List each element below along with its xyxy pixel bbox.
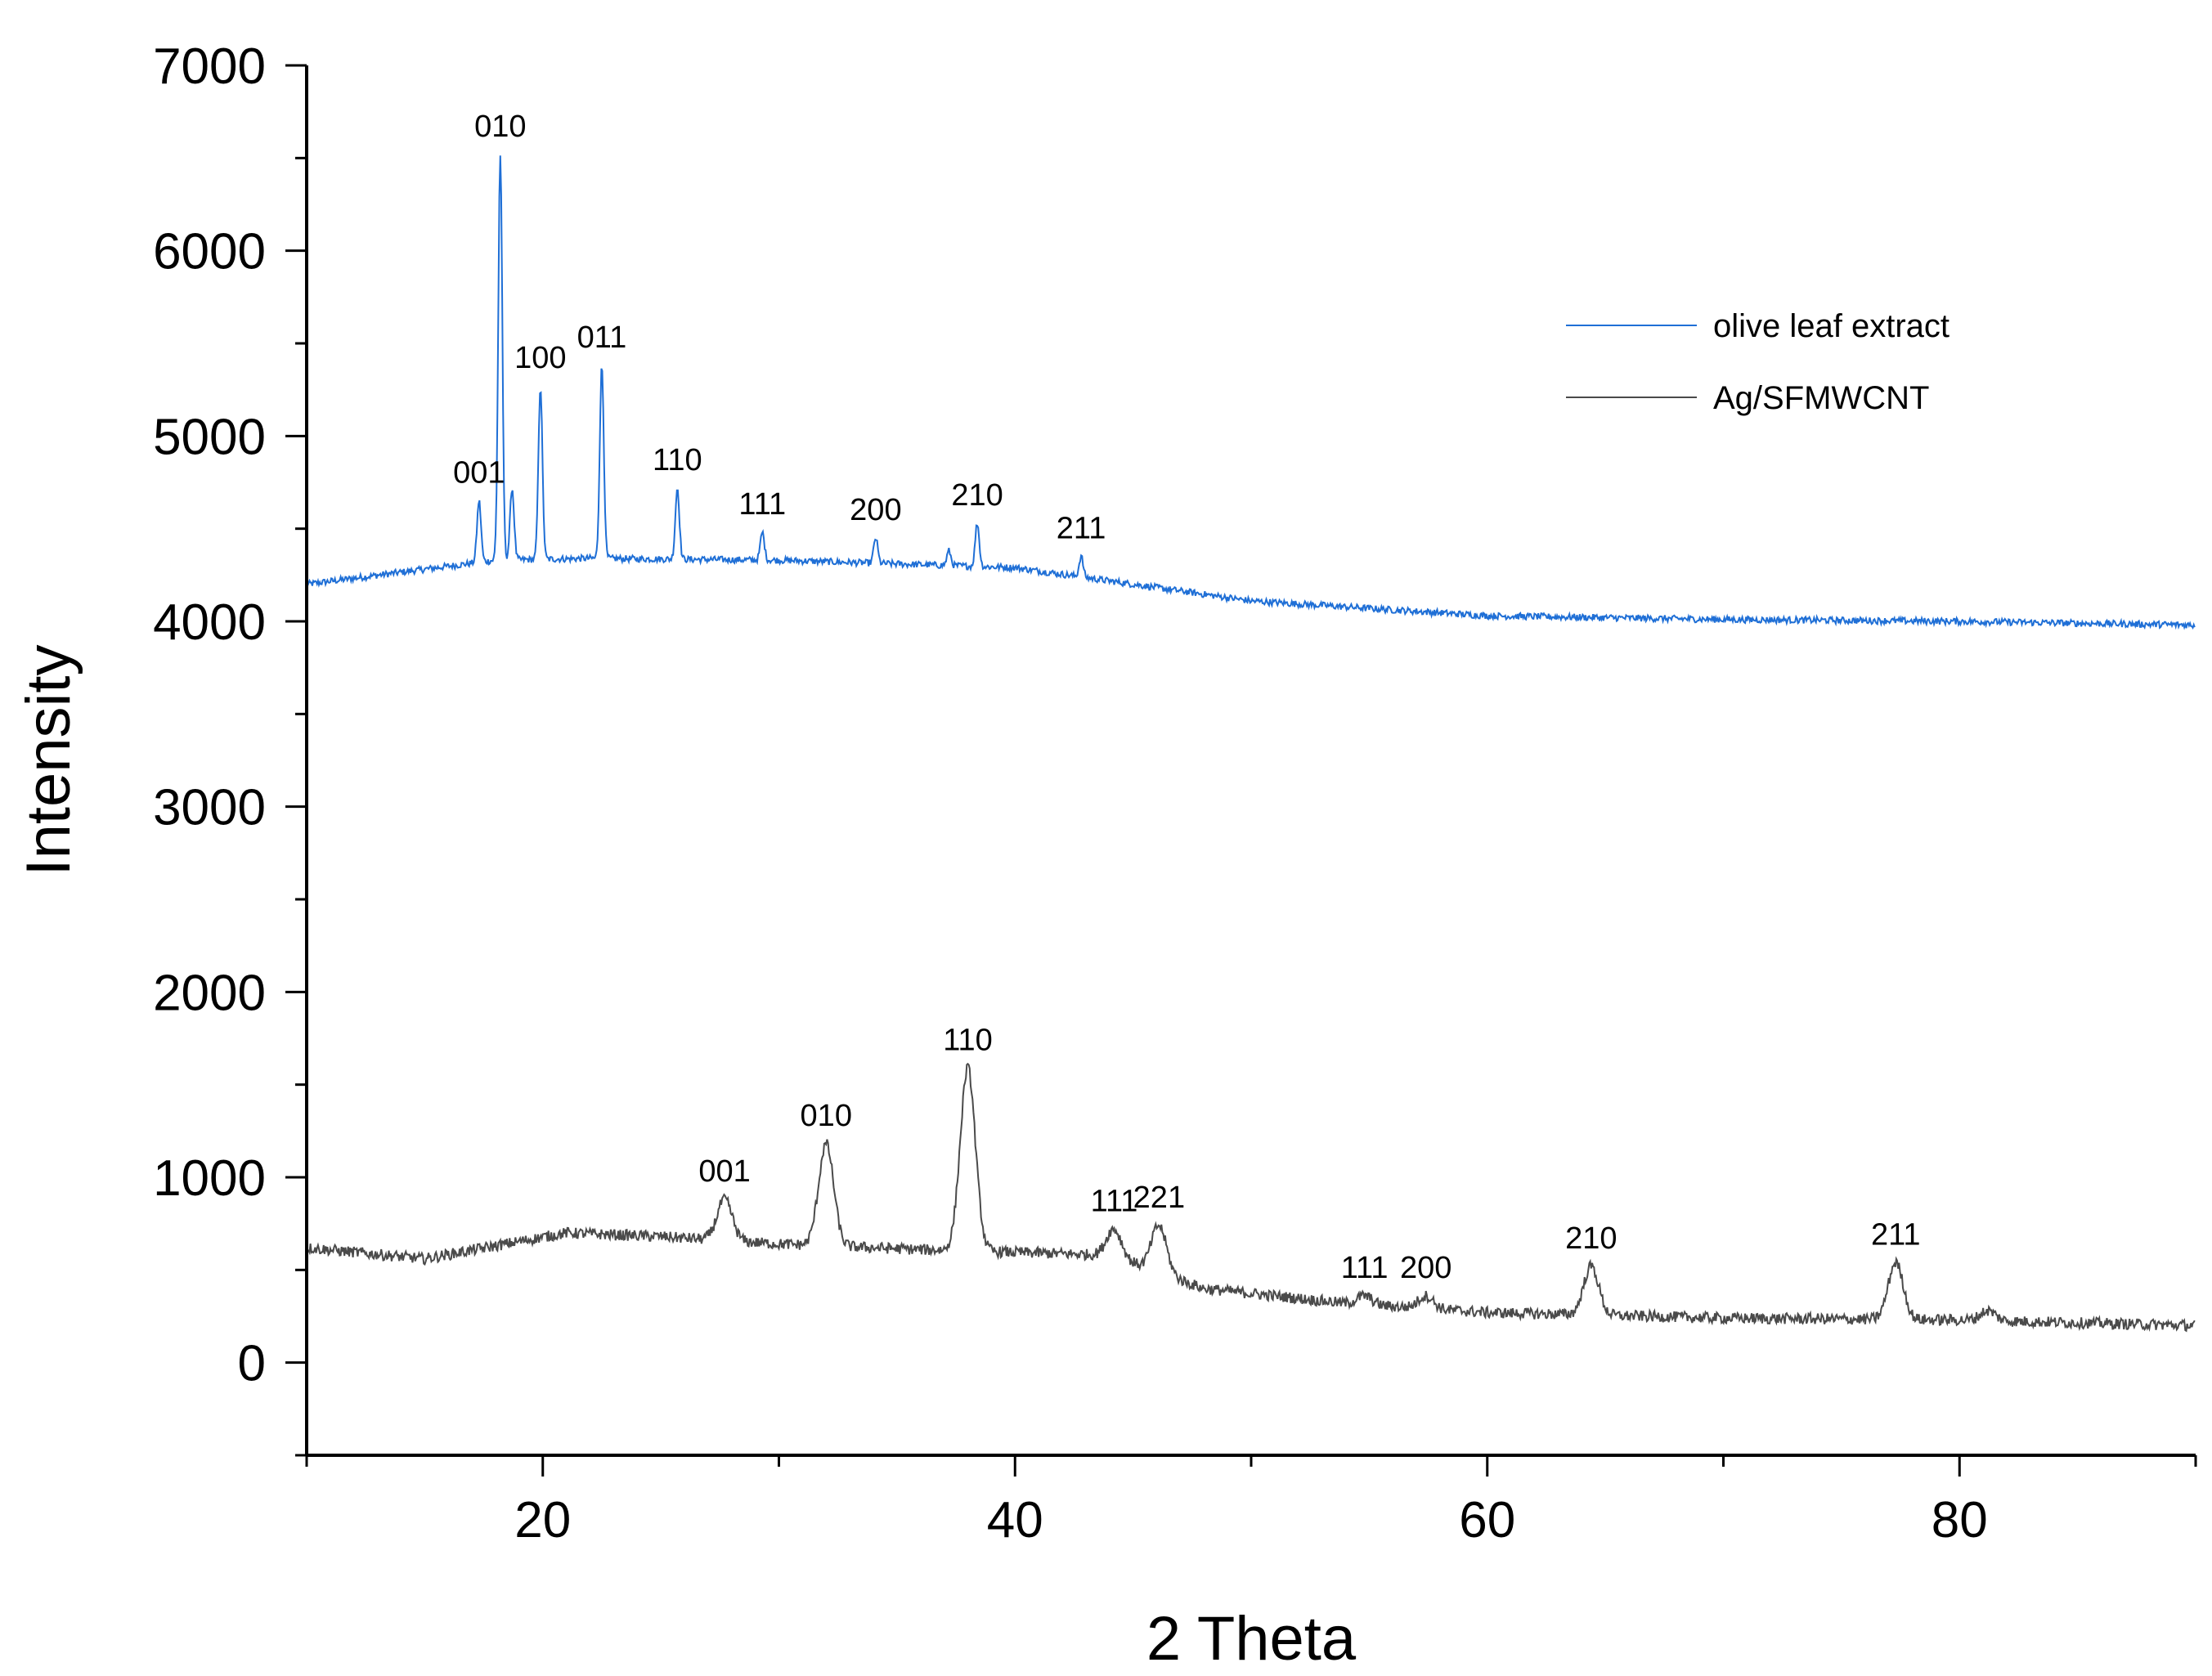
x-axis-title: 2 Theta (1146, 1604, 1357, 1674)
x-tick-label: 40 (987, 1492, 1043, 1548)
y-tick-label: 3000 (153, 780, 266, 836)
y-tick-label: 2000 (153, 965, 266, 1021)
peak-label: 011 (577, 320, 627, 355)
peak-label: 110 (943, 1023, 993, 1057)
peak-label: 110 (653, 443, 702, 477)
y-tick-label: 6000 (153, 224, 266, 280)
peak-label: 001 (453, 456, 505, 491)
peak-label: 200 (1400, 1251, 1451, 1285)
x-tick-label: 60 (1459, 1492, 1515, 1548)
y-ticks: 0 1000 2000 3000 4000 5000 6000 7000 (153, 38, 307, 1457)
y-tick-label: 1000 (153, 1150, 266, 1207)
peak-label: 111 (738, 487, 786, 522)
peak-label: 210 (951, 478, 1003, 513)
peak-label: 100 (514, 341, 566, 375)
peak-label: 010 (474, 110, 526, 144)
y-tick-label: 0 (238, 1336, 266, 1392)
peak-label: 221 (1133, 1181, 1185, 1215)
peak-label: 211 (1057, 512, 1106, 546)
y-tick-label: 5000 (153, 409, 266, 465)
peak-label: 211 (1871, 1217, 1921, 1252)
peak-label: 210 (1565, 1221, 1617, 1256)
x-ticks: 20 40 60 80 (305, 1455, 2197, 1548)
peak-label: 001 (698, 1154, 750, 1189)
y-tick-label: 4000 (153, 594, 266, 651)
axes: 0 1000 2000 3000 4000 5000 6000 7000 20 40 60 80 (153, 38, 2197, 1548)
y-axis-title: Intensity (14, 644, 83, 876)
plot-series (306, 155, 2196, 1333)
legend: olive leaf extract Ag/SFMWCNT (1566, 308, 1950, 416)
peak-label: 010 (801, 1099, 852, 1133)
series-line-0 (306, 155, 2196, 630)
series-line-1 (306, 1062, 2196, 1333)
peak-label: 111 (1091, 1184, 1138, 1218)
peak-label: 200 (850, 493, 901, 527)
y-tick-label: 7000 (153, 38, 266, 95)
x-tick-label: 80 (1932, 1492, 1988, 1548)
x-tick-label: 20 (514, 1492, 571, 1548)
peak-label: 111 (1341, 1251, 1389, 1285)
legend-label: olive leaf extract (1713, 308, 1950, 344)
legend-label: Ag/SFMWCNT (1713, 380, 1929, 416)
